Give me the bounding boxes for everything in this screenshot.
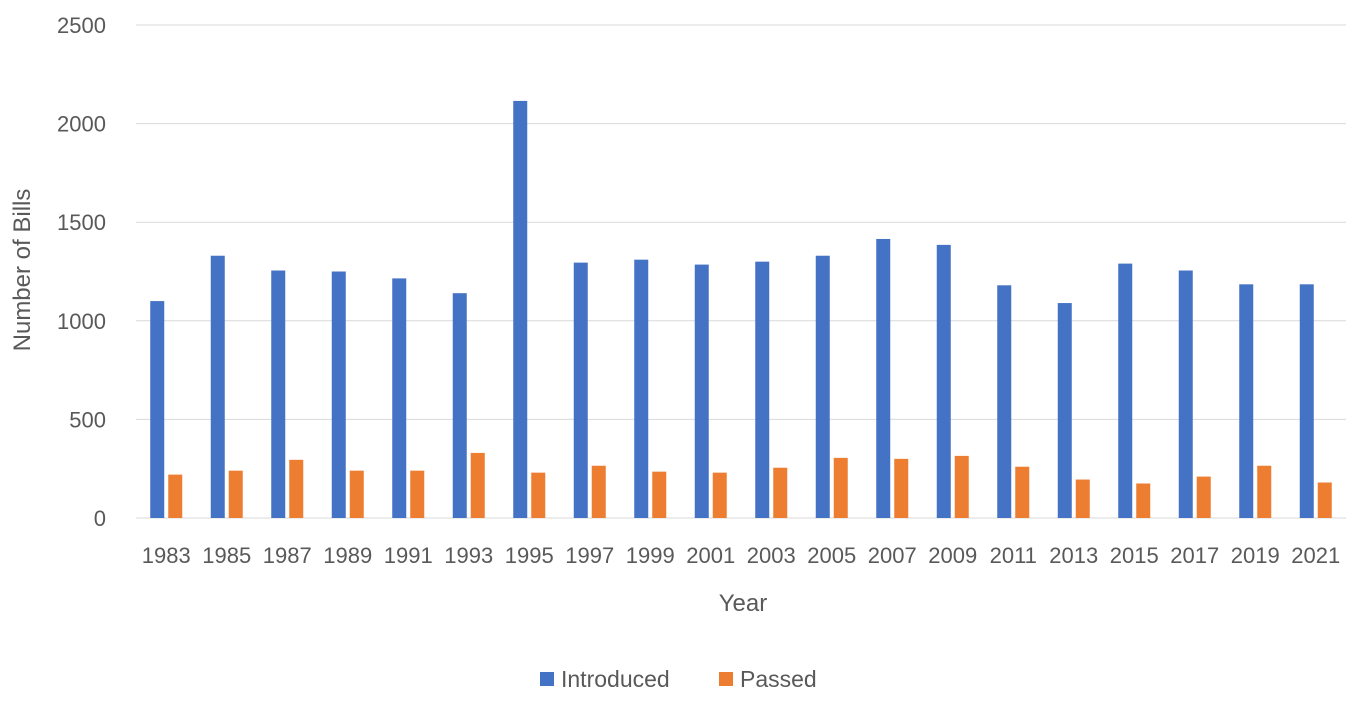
bar-passed-1995 xyxy=(531,472,546,518)
bar-introduced-1991 xyxy=(392,278,407,518)
x-tick-label: 1989 xyxy=(323,543,372,568)
x-tick-label: 2013 xyxy=(1049,543,1098,568)
x-tick-label: 1993 xyxy=(444,543,493,568)
x-tick-label: 2015 xyxy=(1110,543,1159,568)
bar-passed-1989 xyxy=(349,470,364,518)
x-tick-label: 2017 xyxy=(1170,543,1219,568)
y-tick-label: 0 xyxy=(94,506,106,531)
x-tick-label: 1995 xyxy=(505,543,554,568)
bar-passed-1993 xyxy=(470,452,485,518)
y-tick-label: 2000 xyxy=(57,112,106,137)
bar-introduced-2017 xyxy=(1178,270,1193,518)
bar-passed-2007 xyxy=(894,458,909,518)
bar-introduced-2001 xyxy=(694,264,709,518)
bar-introduced-2011 xyxy=(997,285,1012,518)
y-axis-ticks: 0 500 1000 1500 2000 2500 xyxy=(57,13,106,531)
bar-introduced-1993 xyxy=(452,293,467,518)
x-axis-title: Year xyxy=(719,590,768,617)
gridlines xyxy=(136,24,1346,519)
bar-introduced-2007 xyxy=(876,238,891,518)
bar-passed-2013 xyxy=(1075,479,1090,518)
x-tick-label: 1999 xyxy=(626,543,675,568)
bar-introduced-1999 xyxy=(634,259,649,518)
bar-introduced-2005 xyxy=(815,255,830,518)
bar-introduced-2015 xyxy=(1118,263,1133,518)
x-axis-ticks: 1983 1985 1987 1989 1991 1993 1995 1997 1999 2001… xyxy=(142,543,1340,568)
legend-swatch-passed xyxy=(719,672,733,686)
x-tick-label: 2011 xyxy=(990,543,1037,568)
bar-introduced-2019 xyxy=(1239,284,1254,518)
x-tick-label: 1983 xyxy=(142,543,191,568)
bar-passed-1997 xyxy=(591,465,606,518)
bar-passed-2005 xyxy=(833,457,848,518)
x-tick-label: 2019 xyxy=(1231,543,1280,568)
bar-passed-2009 xyxy=(954,455,969,518)
x-tick-label: 2001 xyxy=(686,543,735,568)
bar-introduced-1983 xyxy=(150,301,165,518)
legend-label-introduced: Introduced xyxy=(561,666,670,692)
legend-swatch-introduced xyxy=(540,672,554,686)
bar-introduced-1997 xyxy=(573,262,588,518)
y-tick-label: 2500 xyxy=(57,13,106,38)
bar-introduced-1989 xyxy=(331,271,346,518)
y-tick-label: 1500 xyxy=(57,210,106,235)
bar-introduced-2009 xyxy=(936,244,951,519)
x-tick-label: 2021 xyxy=(1291,543,1340,568)
bar-passed-2003 xyxy=(773,467,788,518)
x-tick-label: 2007 xyxy=(868,543,917,568)
bar-passed-1999 xyxy=(652,471,667,518)
bar-introduced-2013 xyxy=(1057,303,1072,518)
bar-passed-1985 xyxy=(228,470,243,518)
y-axis-title: Number of Bills xyxy=(9,189,36,352)
bar-passed-2001 xyxy=(712,472,727,518)
x-tick-label: 1987 xyxy=(263,543,312,568)
bar-introduced-1995 xyxy=(513,100,528,518)
bar-introduced-2003 xyxy=(755,261,770,518)
bar-passed-1983 xyxy=(168,474,183,518)
bar-introduced-1985 xyxy=(210,255,225,518)
legend: Introduced Passed xyxy=(540,666,817,692)
x-tick-label: 1997 xyxy=(565,543,614,568)
bar-passed-2011 xyxy=(1015,466,1030,518)
bar-passed-2017 xyxy=(1196,476,1211,518)
y-tick-label: 1000 xyxy=(57,309,106,334)
legend-label-passed: Passed xyxy=(740,666,817,692)
bar-introduced-1987 xyxy=(271,270,286,518)
bar-passed-2015 xyxy=(1136,483,1151,518)
x-tick-label: 1991 xyxy=(384,543,433,568)
x-tick-label: 1985 xyxy=(202,543,251,568)
x-tick-label: 2003 xyxy=(747,543,796,568)
bar-introduced-2021 xyxy=(1299,284,1314,518)
x-tick-label: 2005 xyxy=(807,543,856,568)
y-tick-label: 500 xyxy=(69,407,106,432)
bar-passed-1991 xyxy=(410,470,425,518)
bar-passed-2021 xyxy=(1317,482,1332,518)
bar-passed-2019 xyxy=(1257,465,1272,518)
bar-passed-1987 xyxy=(289,459,304,518)
x-tick-label: 2009 xyxy=(928,543,977,568)
bars xyxy=(150,100,1332,519)
